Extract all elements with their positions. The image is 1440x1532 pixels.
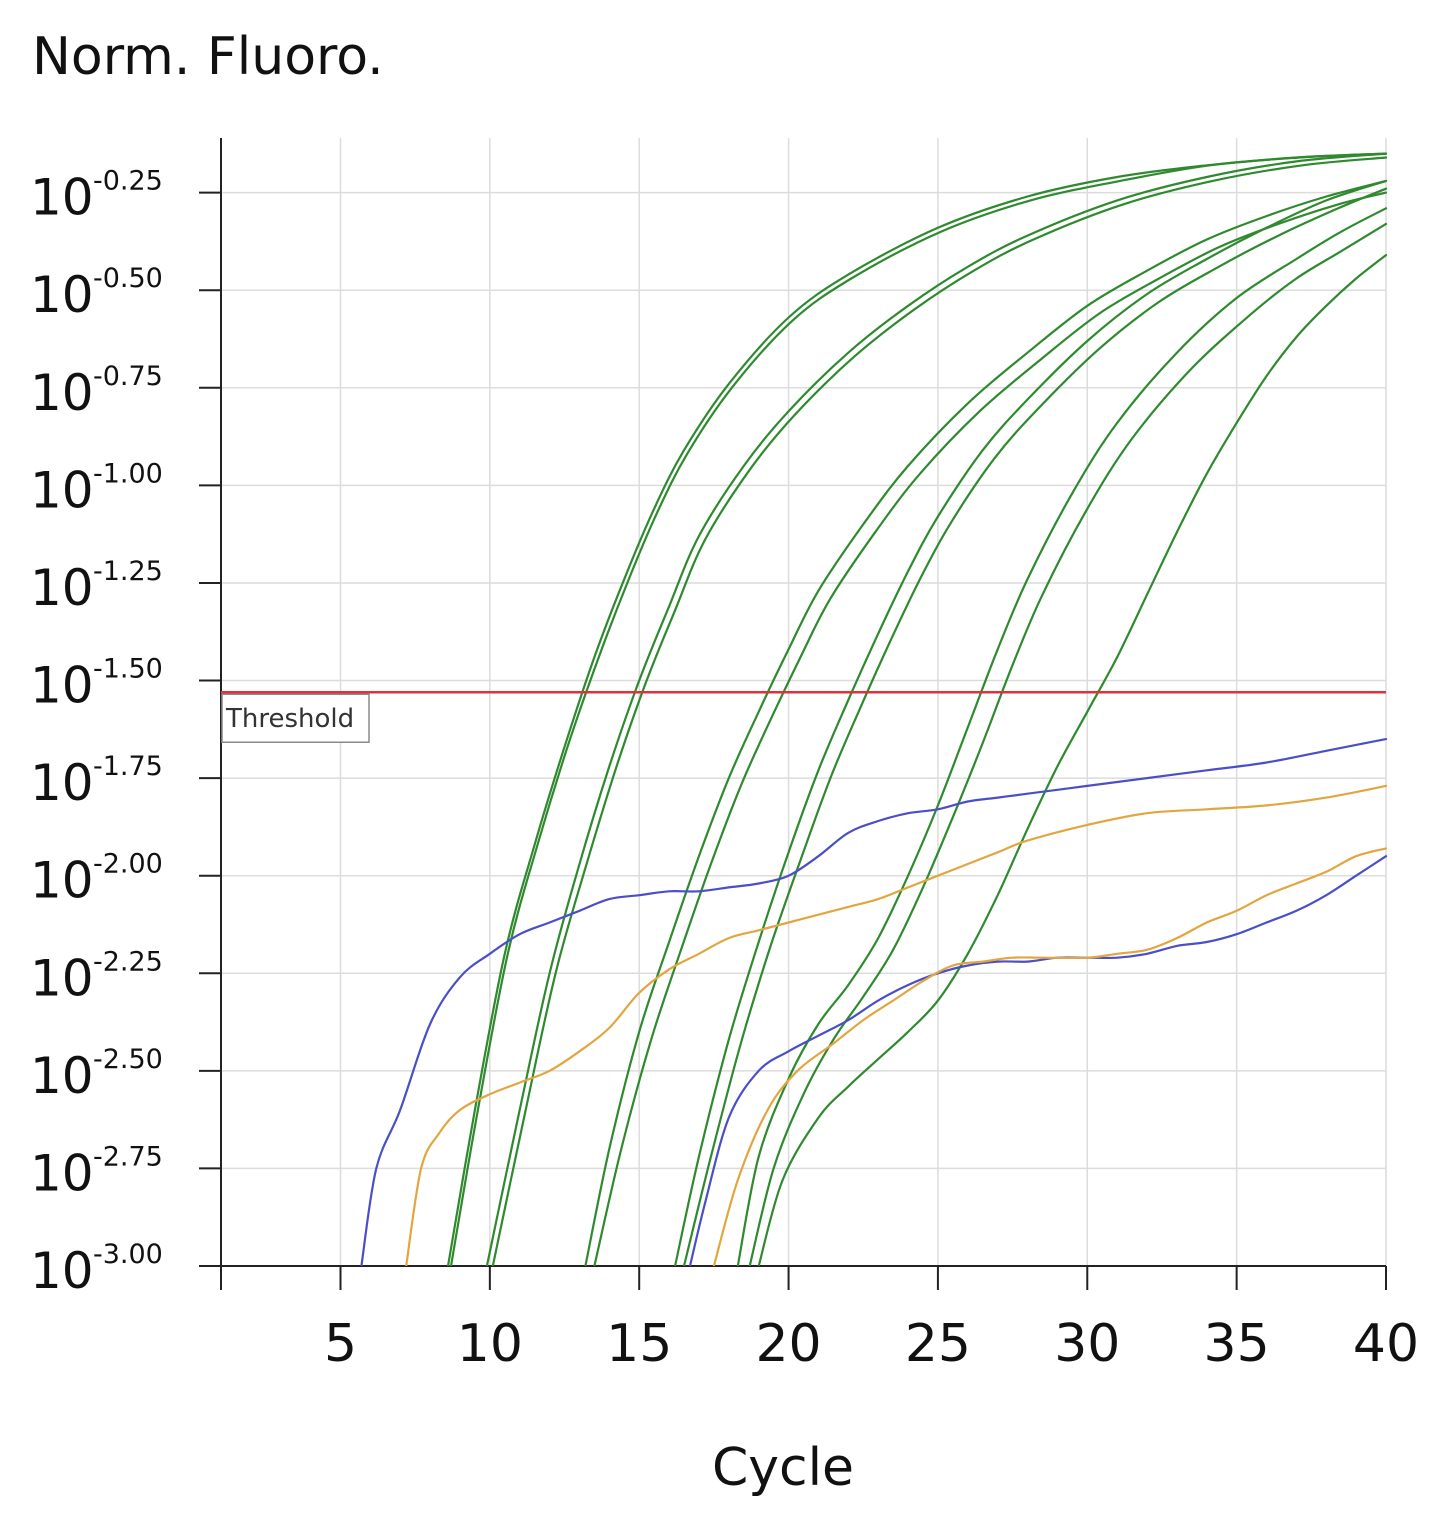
series-line: [449, 152, 1388, 1266]
y-tick-label: 10: [30, 364, 94, 422]
x-tick-label: 30: [1054, 1314, 1120, 1374]
x-tick-label: 10: [457, 1314, 523, 1374]
y-tick-label: 10: [30, 852, 94, 910]
series-line: [491, 156, 1388, 1266]
series-line: [688, 855, 1388, 1266]
y-tick-label: 10: [30, 169, 94, 227]
y-tick-label-exponent: -2.00: [93, 849, 163, 880]
series-line: [682, 187, 1388, 1266]
y-tick-label-exponent: -2.50: [93, 1044, 163, 1075]
axes: [220, 138, 1386, 1290]
series-line: [584, 179, 1388, 1266]
x-tick-label: 40: [1353, 1314, 1419, 1374]
y-tick-label: 10: [30, 657, 94, 715]
y-tick-label-exponent: -1.00: [93, 458, 163, 489]
grid: [221, 138, 1387, 1267]
x-axis-ticks: 5 10 15 20 25 30 35 40: [324, 1266, 1419, 1374]
threshold-label-box: [221, 693, 370, 743]
y-tick-label-exponent: -0.75: [93, 361, 163, 392]
x-tick-label: 35: [1204, 1314, 1270, 1374]
series-line: [674, 179, 1388, 1266]
x-tick-label: 15: [606, 1314, 672, 1374]
y-tick-label: 10: [30, 559, 94, 617]
x-tick-label: 20: [755, 1314, 821, 1374]
series-line: [360, 738, 1388, 1266]
threshold-layer: Threshold: [221, 690, 1386, 743]
y-tick-label-exponent: -2.25: [93, 946, 163, 977]
y-tick-label-exponent: -1.50: [93, 654, 163, 685]
series-line: [593, 191, 1388, 1266]
y-tick-label: 10: [30, 1144, 94, 1202]
y-tick-label-exponent: -0.25: [93, 166, 163, 197]
y-tick-label-exponent: -3.00: [93, 1239, 163, 1270]
series-line: [712, 847, 1388, 1266]
threshold-label: Threshold: [225, 704, 354, 734]
x-axis-label: Cycle: [712, 1438, 854, 1498]
x-tick-label: 5: [324, 1314, 357, 1374]
y-tick-label: 10: [30, 461, 94, 519]
series-layer: [360, 152, 1388, 1266]
y-tick-label: 10: [30, 1242, 94, 1300]
x-tick-label: 25: [905, 1314, 971, 1374]
series-line: [485, 152, 1388, 1266]
y-tick-label: 10: [30, 949, 94, 1007]
y-tick-label-exponent: -1.25: [93, 556, 163, 587]
series-line: [736, 207, 1388, 1266]
series-line: [757, 254, 1388, 1266]
y-tick-label-exponent: -2.75: [93, 1141, 163, 1172]
series-line: [405, 784, 1388, 1266]
y-tick-label-exponent: -1.75: [93, 751, 163, 782]
series-line: [446, 152, 1388, 1266]
y-tick-label: 10: [30, 266, 94, 324]
y-tick-label: 10: [30, 754, 94, 812]
y-tick-label: 10: [30, 1047, 94, 1105]
series-line: [748, 222, 1388, 1266]
chart-title: Norm. Fluoro.: [32, 27, 384, 87]
y-tick-label-exponent: -0.50: [93, 263, 163, 294]
